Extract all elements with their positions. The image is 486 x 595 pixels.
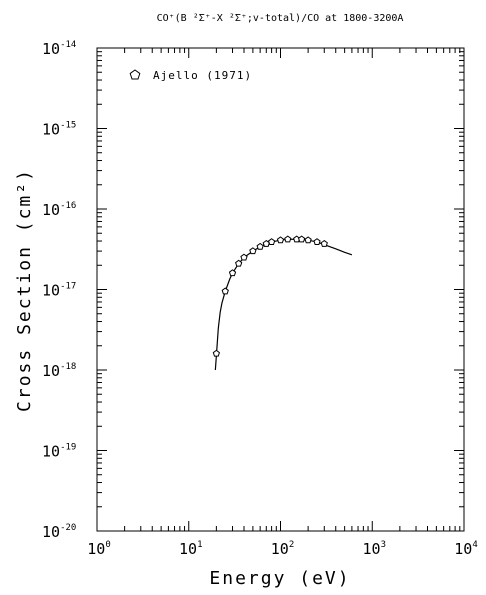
data-point [249, 247, 257, 255]
data-point [228, 269, 237, 277]
fit-curve-line [214, 238, 353, 371]
y-tick-label: 10-14 [42, 40, 76, 58]
data-point [212, 349, 220, 357]
chart-title: CO⁺(B ²Σ⁺-X ²Σ⁺;v-total)/CO at 1800-3200… [157, 13, 404, 24]
y-tick-label: 10-18 [42, 362, 76, 380]
y-tick-labels: 10-20 10-19 10-18 10-17 10-16 10-15 10-14 [42, 40, 76, 541]
data-point [267, 238, 276, 246]
legend: Ajello (1971) [129, 69, 252, 82]
fit-curve [214, 238, 353, 371]
x-axis-label: Energy (eV) [209, 568, 350, 589]
y-tick-label: 10-19 [42, 443, 76, 461]
x-tick-label: 104 [454, 540, 477, 558]
x-tick-label: 103 [363, 540, 386, 558]
plot-frame [96, 47, 465, 532]
data-point [235, 259, 243, 267]
data-point [256, 242, 264, 250]
data-point [313, 238, 321, 246]
x-tick-label: 101 [179, 540, 202, 558]
data-point [320, 239, 328, 247]
x-tick-label: 102 [271, 540, 294, 558]
y-tick-label: 10-20 [42, 523, 76, 541]
data-point [298, 235, 306, 243]
data-markers [212, 235, 328, 357]
data-point [221, 287, 229, 295]
y-axis-label: Cross Section (cm²) [14, 168, 35, 412]
x-tick-label: 100 [87, 540, 110, 558]
x-tick-labels: 100 101 102 103 104 [87, 540, 477, 558]
y-tick-label: 10-16 [42, 201, 76, 219]
data-point [240, 253, 248, 261]
axis-ticks [96, 47, 465, 532]
legend-pentagon-icon [129, 69, 141, 80]
data-point [276, 236, 285, 244]
y-tick-label: 10-15 [42, 121, 76, 139]
data-point [284, 235, 292, 243]
legend-label: Ajello (1971) [153, 69, 252, 82]
y-tick-label: 10-17 [42, 282, 76, 300]
data-point [304, 236, 312, 244]
